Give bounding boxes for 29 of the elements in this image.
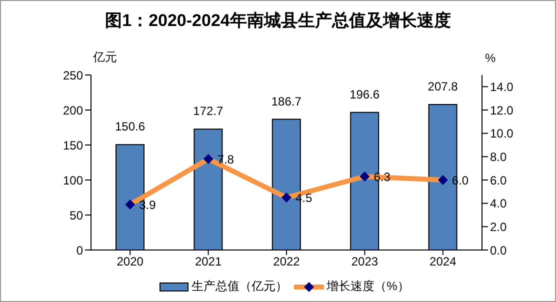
y-tick-label: 200 [62,103,84,118]
y2-axis-title: % [485,51,496,65]
y-axis-title: 亿元 [93,49,117,66]
x-tick-label: 2021 [194,254,222,269]
x-tick-label: 2024 [430,254,457,269]
data-label: 196.6 [350,87,380,102]
y2-tick-label: 8.0 [490,150,508,164]
y2-tick-label: 10.0 [490,126,514,141]
y2-tick-label: 14.0 [490,80,514,94]
y-tick-label: 100 [62,173,84,188]
legend-label: 增长速度（%） [326,278,410,295]
x-tick-label: 2020 [116,254,144,269]
x-tick-label: 2023 [351,254,378,269]
y-tick-label: 50 [70,208,84,222]
chart-title: 图1：2020-2024年南城县生产总值及增长速度 [104,10,452,32]
y-tick-label: 0 [76,243,84,258]
y2-tick-label: 4.0 [490,196,508,211]
y2-tick-label: 6.0 [490,173,508,188]
x-tick-label: 2022 [273,254,300,269]
data-label: 207.8 [428,80,458,94]
y2-tick-label: 12.0 [490,103,514,118]
data-label: 186.7 [271,94,302,108]
y2-tick-label: 0.0 [490,243,508,258]
legend-label: 生产总值（亿元） [192,278,288,295]
y-tick-label: 250 [62,68,84,82]
data-label: 150.6 [114,120,146,134]
y2-tick-label: 2.0 [490,220,508,234]
data-label: 172.7 [193,104,224,118]
y-tick-label: 150 [62,138,84,152]
